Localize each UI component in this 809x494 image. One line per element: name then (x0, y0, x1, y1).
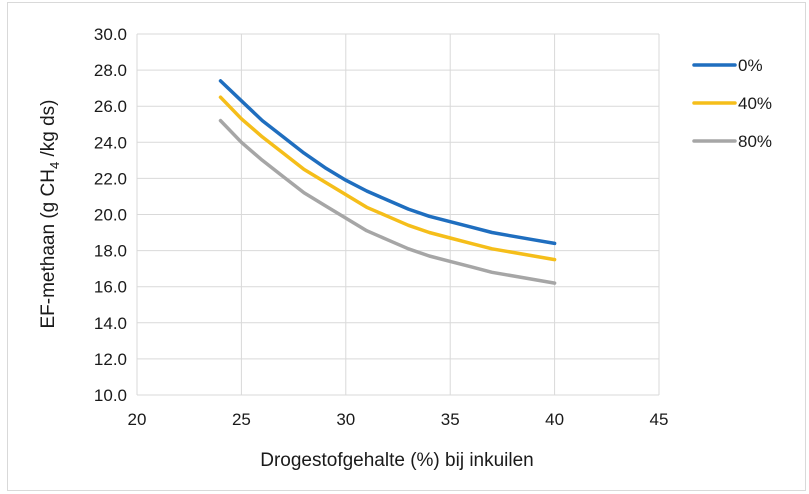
y-tick-label: 18.0 (94, 242, 127, 261)
y-axis-title-main: EF-methaan (g CH (38, 169, 59, 328)
y-axis-title: EF-methaan (g CH4 /kg ds) (38, 100, 62, 329)
legend-label: 40% (738, 94, 772, 113)
y-tick-label: 16.0 (94, 278, 127, 297)
x-tick-label: 40 (545, 410, 564, 429)
y-tick-label: 20.0 (94, 206, 127, 225)
x-tick-label: 30 (336, 410, 355, 429)
y-tick-label: 14.0 (94, 314, 127, 333)
x-tick-label: 45 (650, 410, 669, 429)
series-line-40pct (218, 95, 557, 262)
y-tick-label: 12.0 (94, 350, 127, 369)
y-axis-ticks: 10.0 12.0 14.0 16.0 18.0 20.0 22.0 24.0 26.0 28.0… (94, 25, 127, 405)
y-axis-title-subscript: 4 (47, 162, 62, 169)
legend-label: 0% (738, 56, 763, 75)
y-axis-title-end: /kg ds) (38, 100, 59, 162)
y-tick-label: 10.0 (94, 386, 127, 405)
x-axis-ticks: 20 25 30 35 40 45 (128, 410, 669, 429)
y-tick-label: 24.0 (94, 133, 127, 152)
x-tick-label: 35 (441, 410, 460, 429)
gridlines (136, 33, 660, 396)
legend-label: 80% (738, 132, 772, 151)
x-tick-label: 20 (128, 410, 147, 429)
series-lines (218, 79, 557, 285)
series-line-0pct (218, 79, 557, 246)
x-tick-label: 25 (232, 410, 251, 429)
x-axis-title: Drogestofgehalte (%) bij inkuilen (260, 450, 534, 471)
y-tick-label: 22.0 (94, 169, 127, 188)
y-tick-label: 28.0 (94, 61, 127, 80)
series-line-80pct (218, 118, 557, 285)
y-tick-label: 30.0 (94, 25, 127, 44)
legend: 0% 40% 80% (692, 56, 772, 151)
y-tick-label: 26.0 (94, 97, 127, 116)
